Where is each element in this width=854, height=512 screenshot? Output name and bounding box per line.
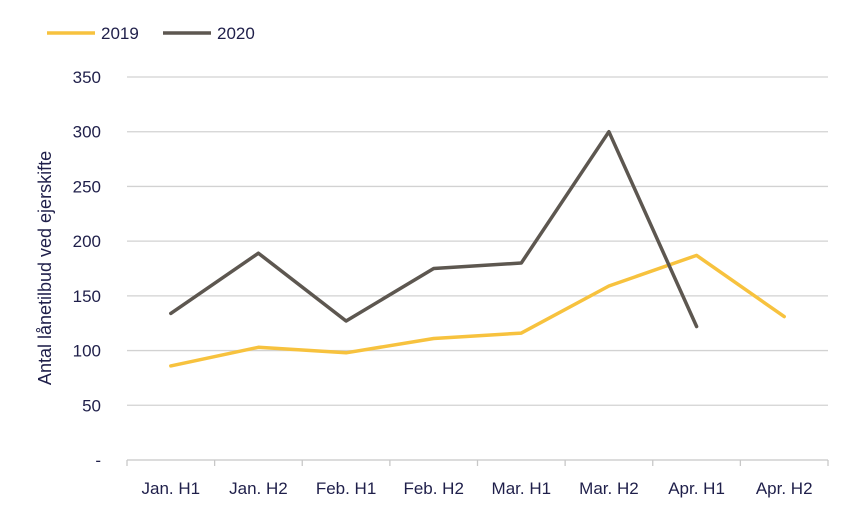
y-tick-label: 100 [73,342,101,361]
x-tick-label: Mar. H1 [492,479,552,498]
y-tick-label: 300 [73,123,101,142]
x-tick-label: Jan. H2 [229,479,288,498]
y-tick-label: 200 [73,232,101,251]
x-tick-label: Feb. H1 [316,479,376,498]
series-lines [169,129,786,368]
y-axis-ticks: - 50 100 150 200 250 300 350 [73,68,101,470]
x-tick-label: Apr. H2 [756,479,813,498]
x-tick-label: Mar. H2 [579,479,639,498]
series-line-2019 [169,253,786,368]
legend-label-2020: 2020 [217,24,255,43]
y-tick-label: 250 [73,177,101,196]
y-tick-label: - [95,451,101,470]
series-line-2020 [169,129,699,329]
x-tick-label: Feb. H2 [403,479,463,498]
y-tick-label: 50 [82,396,101,415]
y-axis-label: Antal lånetilbud ved ejerskifte [35,151,55,385]
y-tick-label: 350 [73,68,101,87]
x-axis-ticks: Jan. H1 Jan. H2 Feb. H1 Feb. H2 Mar. H1 Mar. … [142,479,813,498]
legend-label-2019: 2019 [101,24,139,43]
x-axis [126,459,829,466]
x-tick-label: Apr. H1 [668,479,725,498]
gridlines [127,76,828,406]
legend: 2019 2020 [47,24,255,43]
x-tick-label: Jan. H1 [142,479,201,498]
y-tick-label: 150 [73,287,101,306]
